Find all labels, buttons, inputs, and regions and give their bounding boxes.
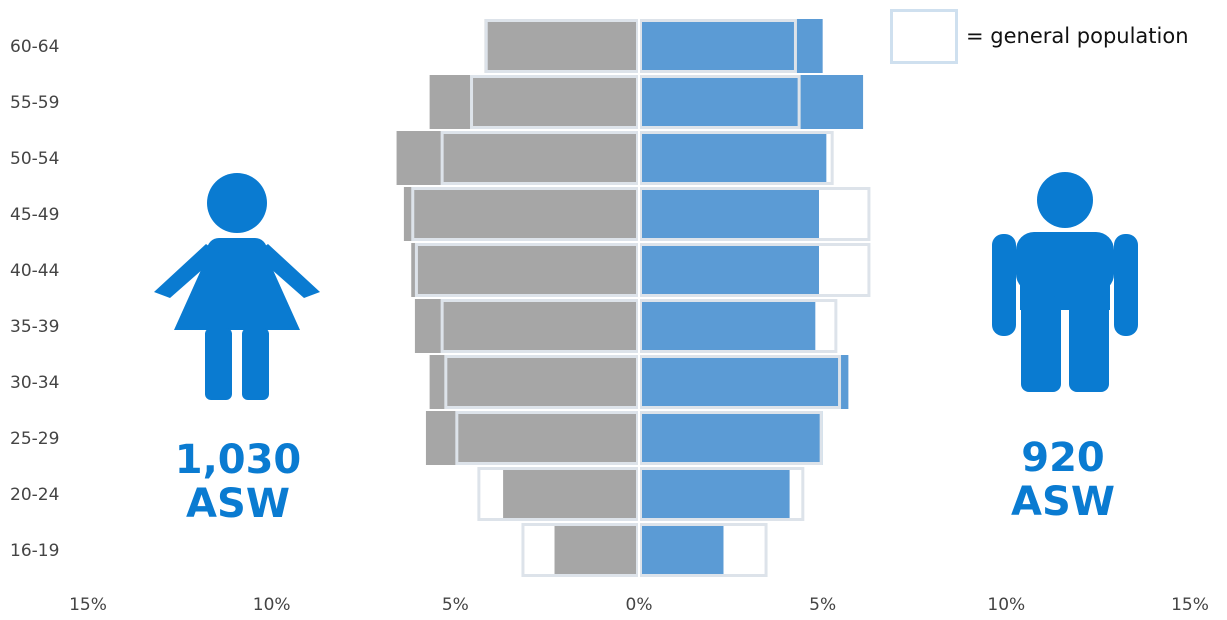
female-bar-16-19 [554, 523, 639, 577]
male-bar-30-34 [639, 355, 849, 409]
female-figure-icon [154, 173, 320, 400]
male-general-outline-30-34 [639, 355, 842, 409]
female-general-outline-16-19 [521, 523, 639, 577]
female-count-unit: ASW [186, 481, 290, 527]
x-tick-1: 10% [253, 595, 291, 615]
female-general-outline-35-39 [440, 299, 640, 353]
y-tick-16-19: 16-19 [10, 541, 59, 561]
x-tick-5: 10% [987, 595, 1025, 615]
female-bar-35-39 [414, 299, 639, 353]
female-bar-40-44 [411, 243, 639, 297]
y-tick-60-64: 60-64 [10, 37, 59, 57]
x-tick-6: 15% [1171, 595, 1209, 615]
bars-layer [396, 19, 871, 577]
male-general-outline-35-39 [639, 299, 838, 353]
female-count-label: 1,030 ASW [128, 438, 348, 526]
male-figure-icon [992, 172, 1138, 392]
male-bar-45-49 [639, 187, 819, 241]
y-tick-labels: 60-64 55-59 50-54 45-49 40-44 35-39 30-34 25-29… [10, 37, 59, 561]
male-general-outline-40-44 [639, 243, 871, 297]
female-bar-45-49 [403, 187, 639, 241]
female-bar-25-29 [425, 411, 639, 465]
female-bar-55-59 [429, 75, 639, 129]
male-count-label: 920 ASW [953, 436, 1173, 524]
x-tick-0: 15% [69, 595, 107, 615]
female-general-outline-50-54 [440, 131, 640, 185]
male-general-outline-55-59 [639, 75, 801, 129]
male-general-outline-60-64 [639, 19, 797, 73]
male-general-outline-25-29 [639, 411, 823, 465]
male-general-outline-45-49 [639, 187, 871, 241]
female-bar-60-64 [484, 19, 639, 73]
female-general-outline-45-49 [411, 187, 639, 241]
male-bar-20-24 [639, 467, 790, 521]
y-tick-45-49: 45-49 [10, 205, 59, 225]
female-bar-20-24 [503, 467, 639, 521]
female-bar-30-34 [429, 355, 639, 409]
y-tick-35-39: 35-39 [10, 317, 59, 337]
y-tick-50-54: 50-54 [10, 149, 59, 169]
male-count-unit: ASW [1011, 479, 1115, 525]
y-tick-20-24: 20-24 [10, 485, 59, 505]
female-general-outline-25-29 [455, 411, 640, 465]
female-general-outline-20-24 [477, 467, 639, 521]
y-tick-25-29: 25-29 [10, 429, 59, 449]
male-general-outline-16-19 [639, 523, 768, 577]
male-count-value: 920 [1021, 435, 1105, 481]
male-bar-55-59 [639, 75, 864, 129]
male-bar-50-54 [639, 131, 827, 185]
x-tick-2: 5% [442, 595, 469, 615]
legend-swatch [890, 9, 958, 64]
female-count-value: 1,030 [174, 437, 302, 483]
y-tick-40-44: 40-44 [10, 261, 59, 281]
y-tick-30-34: 30-34 [10, 373, 59, 393]
male-general-outline-50-54 [639, 131, 834, 185]
x-tick-labels: 15% 10% 5% 0% 5% 10% 15% [69, 595, 1209, 615]
female-general-outline-40-44 [414, 243, 639, 297]
male-bar-40-44 [639, 243, 819, 297]
legend-label: = general population [966, 24, 1189, 48]
male-bar-25-29 [639, 411, 823, 465]
x-tick-3: 0% [626, 595, 653, 615]
male-bar-35-39 [639, 299, 816, 353]
female-bar-50-54 [396, 131, 639, 185]
x-tick-4: 5% [809, 595, 836, 615]
male-bar-60-64 [639, 19, 823, 73]
y-tick-55-59: 55-59 [10, 93, 59, 113]
male-general-outline-20-24 [639, 467, 805, 521]
female-general-outline-30-34 [444, 355, 639, 409]
female-general-outline-60-64 [484, 19, 639, 73]
female-general-outline-55-59 [470, 75, 639, 129]
male-bar-16-19 [639, 523, 724, 577]
